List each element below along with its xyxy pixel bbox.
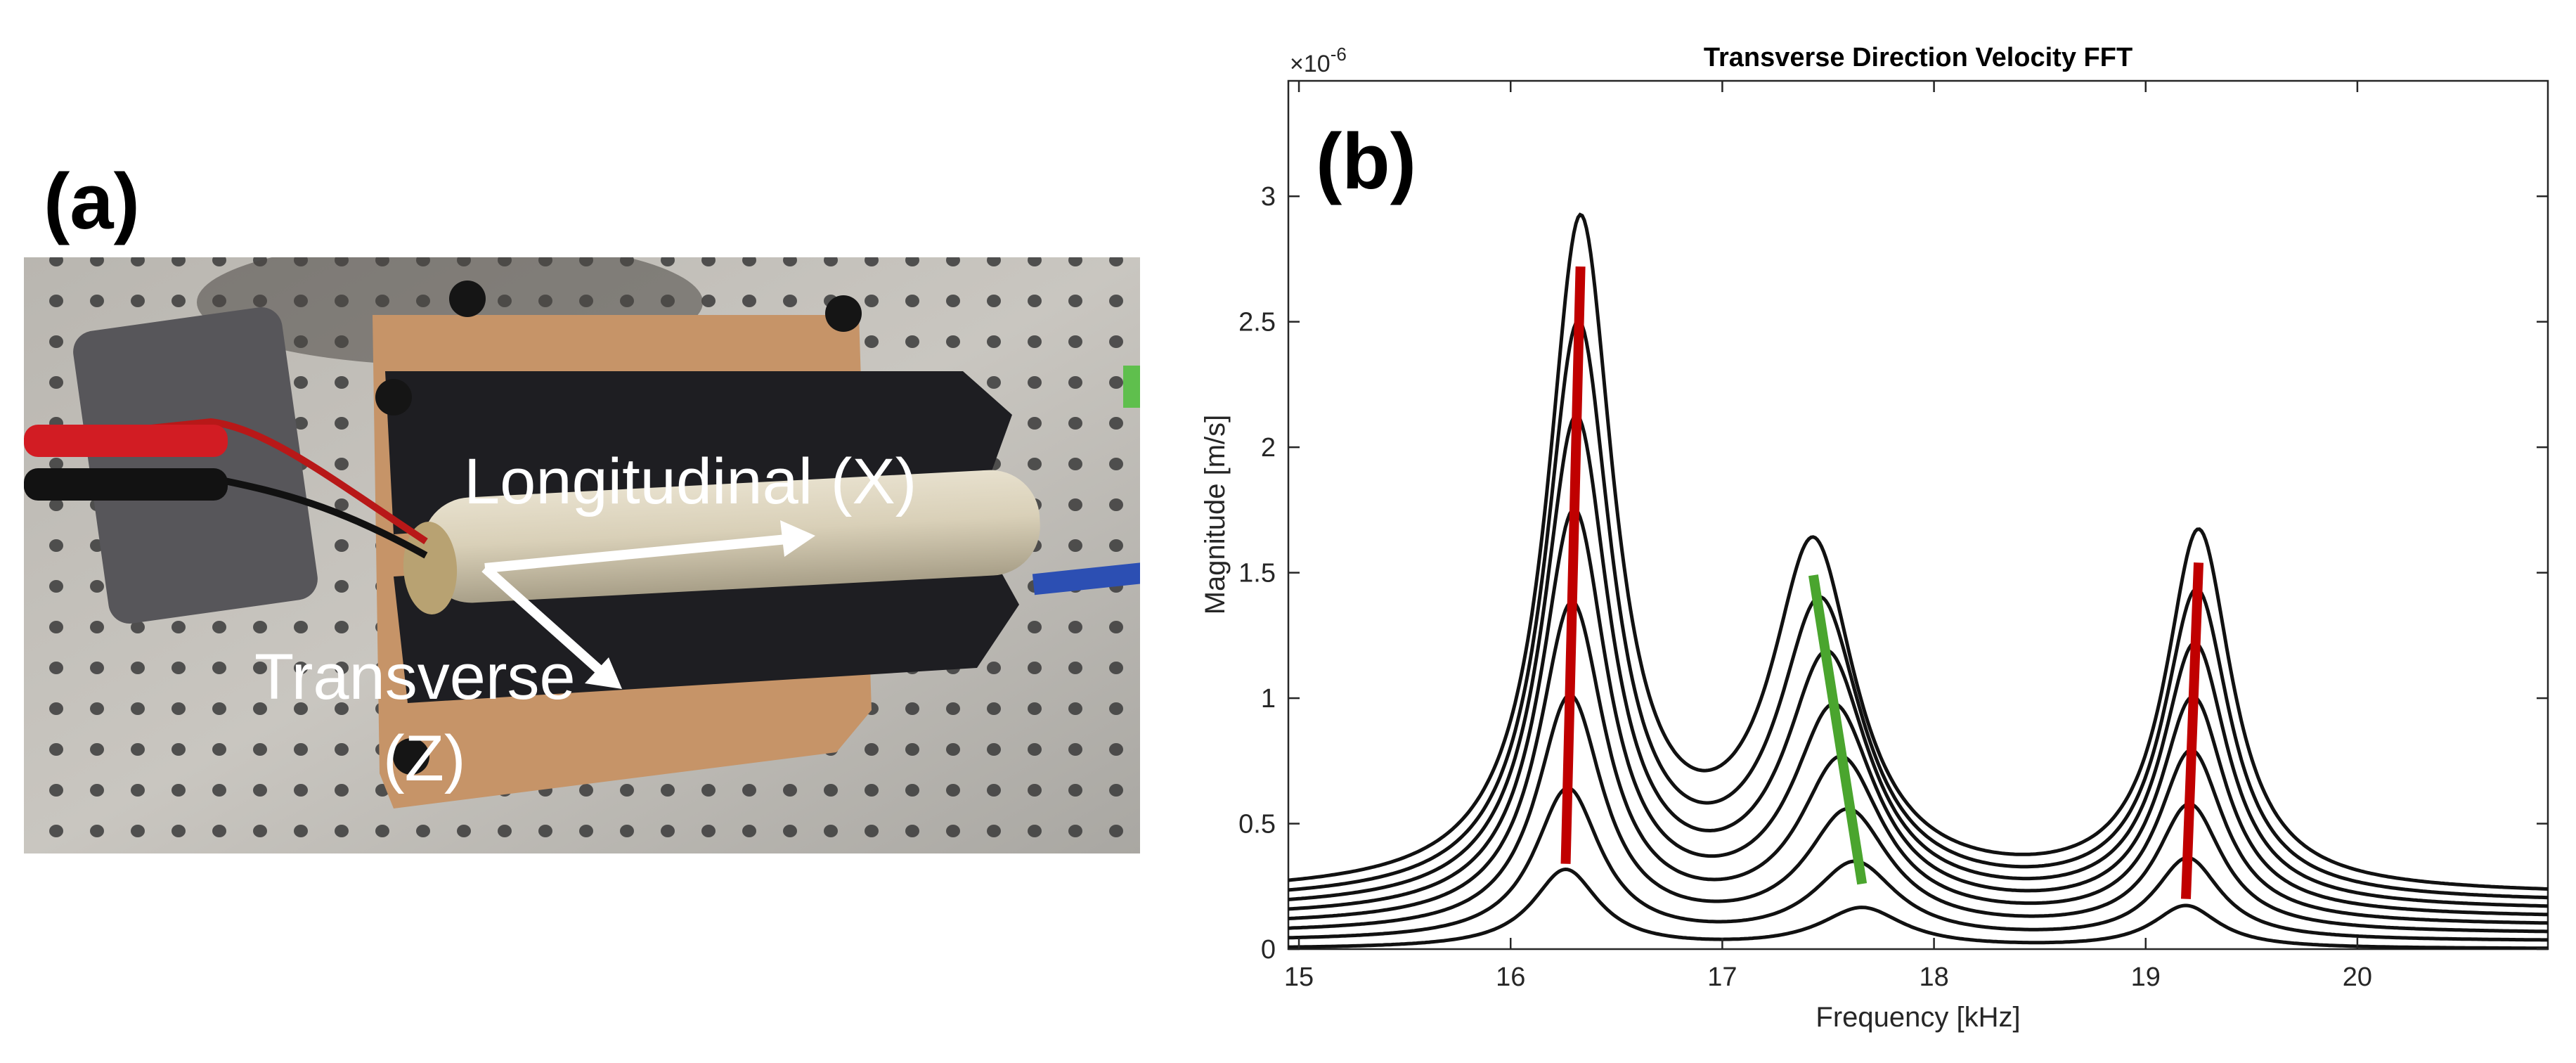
gray-foam-block (73, 307, 318, 624)
series-line-6 (1288, 413, 2548, 908)
transverse-axis-label: (Z) (383, 723, 465, 794)
y-tick-label: 1 (1261, 684, 1276, 714)
series-line-7 (1288, 318, 2548, 900)
longitudinal-arrowhead (780, 520, 815, 557)
x-tick-label: 20 (2343, 962, 2372, 992)
blue-tape (1032, 562, 1140, 595)
mode-3-trend-line (2180, 562, 2204, 899)
x-tick-label: 16 (1496, 962, 1525, 992)
bolt (375, 379, 412, 415)
piezo-disc (403, 522, 458, 614)
x-tick-label: 17 (1707, 962, 1737, 992)
x-tick-label: 18 (1919, 962, 1948, 992)
panel-b-label: (b) (1316, 117, 1416, 205)
transverse-arrow (481, 564, 604, 676)
y-exponent-power: -6 (1331, 44, 1347, 65)
mode-1-trend-line (1560, 266, 1586, 864)
series-line-5 (1288, 507, 2548, 917)
y-tick-label: 1.5 (1238, 559, 1276, 588)
series-line-1 (1288, 867, 2548, 949)
mode-2-trend-line (1808, 574, 1868, 885)
sample-tube (422, 470, 1040, 603)
green-tape (1123, 366, 1140, 408)
y-tick-label: 0 (1261, 935, 1276, 965)
y-exponent-base: ×10 (1290, 51, 1331, 77)
bolt (825, 295, 862, 332)
x-tick-label: 19 (2131, 962, 2161, 992)
x-axis-label: Frequency [kHz] (1816, 1002, 2020, 1033)
series-line-4 (1288, 600, 2548, 925)
chart-title: Transverse Direction Velocity FFT (1704, 43, 2132, 72)
transverse-arrowhead (585, 657, 622, 689)
bolt (393, 738, 429, 775)
panel-a-label: (a) (44, 157, 140, 245)
bolt (449, 281, 486, 317)
longitudinal-arrow (484, 534, 795, 573)
red-clip (24, 425, 228, 457)
black-clip (24, 468, 228, 501)
y-exponent-label: ×10-6 (1290, 44, 1347, 77)
y-tick-label: 2.5 (1238, 308, 1276, 337)
y-tick-label: 0.5 (1238, 810, 1276, 839)
y-axis-label: Magnitude [m/s] (1200, 415, 1231, 615)
longitudinal-label: Longitudinal (X) (464, 446, 917, 517)
series-line-8 (1288, 212, 2548, 891)
red-wire (24, 418, 428, 545)
y-tick-label: 2 (1261, 433, 1276, 463)
y-tick-label: 3 (1261, 182, 1276, 212)
series-line-3 (1288, 692, 2548, 934)
series-line-2 (1288, 786, 2548, 942)
x-tick-label: 15 (1284, 962, 1314, 992)
black-wire (24, 474, 428, 559)
transverse-label: Transverse (254, 641, 576, 713)
